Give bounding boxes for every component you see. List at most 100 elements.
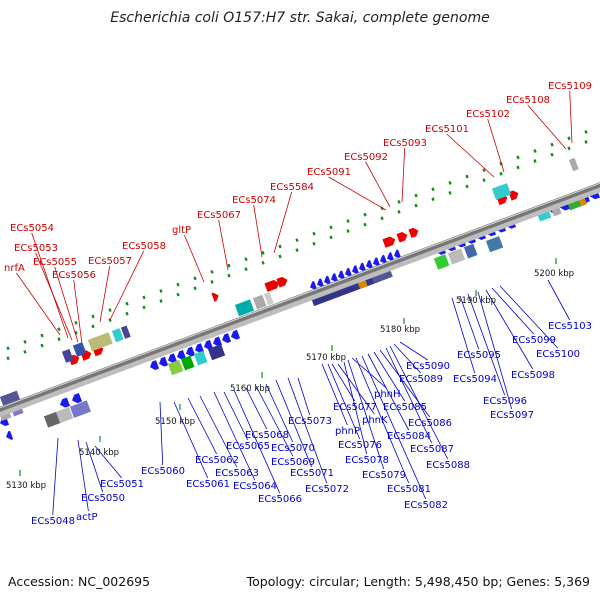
reverse-gene-label: ECs5103 xyxy=(548,321,592,332)
forward-gene-block xyxy=(263,291,274,306)
guide-dot xyxy=(227,273,231,278)
leader-line xyxy=(393,343,421,374)
forward-gene-arrow xyxy=(382,236,396,248)
reverse-gene-arrow xyxy=(231,329,241,340)
tick-label-kbp: 5170 kbp xyxy=(306,353,346,363)
reverse-gene-label: ECs5050 xyxy=(81,493,125,504)
leader-line xyxy=(399,341,428,361)
forward-gene-label: gltP xyxy=(172,225,191,236)
reverse-gene-label: phnH xyxy=(374,389,401,400)
guide-dot xyxy=(329,225,333,230)
forward-gene-block xyxy=(252,294,267,310)
forward-gene-arrow xyxy=(408,227,419,239)
reverse-gene-arrow xyxy=(158,356,169,367)
backbone-line xyxy=(0,182,600,412)
leader-line xyxy=(297,377,311,416)
leader-line xyxy=(173,401,209,479)
guide-dot xyxy=(244,257,248,261)
guide-dot xyxy=(40,333,44,338)
reverse-gene-label: ECs5088 xyxy=(426,460,470,471)
reverse-gene-label: ECs5078 xyxy=(345,455,389,466)
reverse-gene-arrow xyxy=(186,346,196,357)
guide-dot xyxy=(210,280,214,284)
reverse-gene-label: ECs5087 xyxy=(410,444,454,455)
tick-label-kbp: 5160 kbp xyxy=(230,384,270,394)
reverse-gene-arrow xyxy=(317,278,325,288)
forward-gene-label: ECs5056 xyxy=(52,270,96,281)
forward-gene-block xyxy=(568,157,579,172)
leader-line xyxy=(255,385,294,457)
reverse-gene-label: ECs5070 xyxy=(271,443,315,454)
guide-dot xyxy=(125,301,129,306)
leader-line xyxy=(218,219,229,271)
reverse-gene-label: ECs5098 xyxy=(511,370,555,381)
guide-dot xyxy=(74,321,78,325)
guide-dot xyxy=(193,286,197,291)
reverse-gene-block xyxy=(485,236,504,253)
leader-line xyxy=(361,355,427,500)
leader-line xyxy=(54,266,79,343)
reverse-gene-arrow xyxy=(309,280,318,291)
reverse-gene-arrow xyxy=(387,252,395,262)
reverse-gene-block xyxy=(447,248,466,265)
reverse-gene-label: ECs5099 xyxy=(512,335,556,346)
reverse-gene-label: ECs5086 xyxy=(408,418,452,429)
reverse-gene-label: ECs5095 xyxy=(457,350,501,361)
reverse-gene-label: ECs5048 xyxy=(31,516,75,527)
reverse-gene-arrow xyxy=(150,360,160,370)
leader-line xyxy=(35,252,73,341)
guide-dot xyxy=(448,181,452,185)
forward-gene-block xyxy=(120,325,131,339)
guide-dot xyxy=(244,267,248,271)
leader-line xyxy=(77,439,89,512)
reverse-gene-arrow xyxy=(372,257,381,267)
leader-line xyxy=(487,118,505,173)
reverse-gene-label: ECs5068 xyxy=(245,430,289,441)
reverse-gene-arrow xyxy=(203,339,214,350)
reverse-gene-label: ECs5085 xyxy=(383,402,427,413)
guide-dot xyxy=(176,292,180,297)
reverse-gene-label: ECs5097 xyxy=(490,410,534,421)
reverse-gene-label: ECs5090 xyxy=(406,361,450,372)
forward-gene-arrow xyxy=(396,232,408,243)
reverse-gene-label: ECs5094 xyxy=(453,374,497,385)
guide-dot xyxy=(295,248,299,252)
guide-dot xyxy=(516,155,520,160)
guide-dot xyxy=(210,270,214,274)
leader-line xyxy=(94,445,123,479)
guide-dot xyxy=(465,184,469,189)
leader-line xyxy=(367,353,410,431)
reverse-gene-arrow xyxy=(337,270,346,280)
guide-dot xyxy=(482,178,486,182)
forward-gene-label: ECs5093 xyxy=(383,138,427,149)
leader-line xyxy=(16,272,61,336)
forward-gene-label: ECs5109 xyxy=(548,81,592,92)
tick-label-kbp: 5180 kbp xyxy=(380,325,420,335)
leader-line xyxy=(245,387,268,430)
genome-summary-text: Topology: circular; Length: 5,498,450 bp… xyxy=(246,574,590,589)
guide-dot xyxy=(414,193,418,198)
label-leader-lines xyxy=(16,90,573,516)
guide-dot xyxy=(6,356,10,361)
guide-dot xyxy=(142,305,146,310)
reverse-gene-arrow xyxy=(60,397,71,408)
forward-gene-block xyxy=(234,299,255,317)
genome-backbone xyxy=(0,182,600,418)
guide-dot xyxy=(550,152,554,157)
guide-dot xyxy=(431,197,435,202)
guide-dot xyxy=(312,231,316,236)
leader-line xyxy=(327,363,361,440)
reverse-gene-label: ECs5061 xyxy=(186,479,230,490)
leader-line xyxy=(321,363,348,426)
reverse-gene-label: ECs5066 xyxy=(258,494,302,505)
guide-dot xyxy=(533,149,537,153)
backbone-shadow xyxy=(0,182,600,418)
guide-dot xyxy=(227,263,231,268)
leader-line xyxy=(273,191,293,254)
accession-text: Accession: NC_002695 xyxy=(8,574,150,589)
leader-line xyxy=(343,361,368,455)
forward-gene-label: ECs5092 xyxy=(344,152,388,163)
tick-label-kbp: 5190 kbp xyxy=(456,296,496,306)
reverse-gene-label: ECs5096 xyxy=(483,396,527,407)
guide-dot xyxy=(278,254,282,259)
